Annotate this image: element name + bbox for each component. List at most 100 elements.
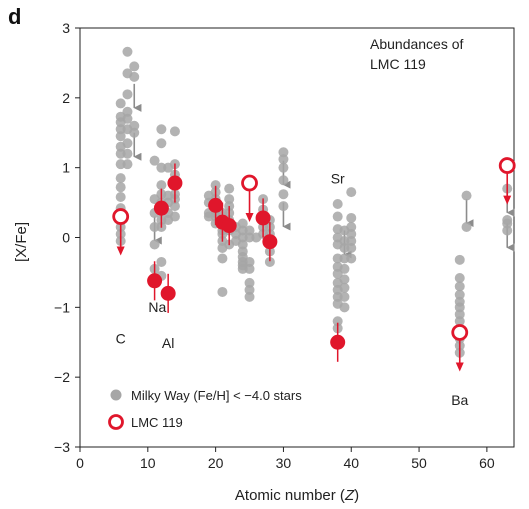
x-tick-label: 20 [208, 455, 224, 471]
lmc-119-upper-limit-arrowhead [116, 246, 125, 256]
milky-way-point [454, 254, 465, 265]
milky-way-point [339, 282, 350, 293]
x-tick-label: 10 [140, 455, 156, 471]
y-axis-title: [X/Fe] [13, 222, 30, 262]
milky-way-point [461, 190, 472, 201]
x-axis-title: Atomic number (Z) [235, 487, 359, 504]
milky-way-point [332, 198, 343, 209]
milky-way-point [129, 120, 140, 131]
milky-way-point [454, 316, 465, 327]
milky-way-point [278, 162, 289, 173]
lmc-119-point [330, 334, 346, 350]
lmc-119-point [208, 197, 224, 213]
lmc-119-upper-limit-arrowhead [455, 362, 464, 372]
milky-way-upper-limit-arrows [133, 83, 515, 259]
lmc-119-point [262, 234, 278, 250]
plot-border [79, 27, 515, 448]
milky-way-point [237, 218, 248, 229]
milky-way-point [149, 155, 160, 166]
milky-way-point [156, 138, 167, 149]
milky-way-point [278, 189, 289, 200]
element-label-c: C [116, 331, 126, 347]
lmc-119-series [112, 157, 516, 372]
milky-way-point [169, 126, 180, 137]
lmc-119-upper-limit-point [112, 208, 130, 225]
x-tick-label: 40 [343, 455, 359, 471]
legend: Milky Way (Fe/H] < −4.0 stars LMC 119 [108, 388, 302, 430]
legend-milky-way-marker [110, 389, 122, 401]
chart-title-line-1: Abundances of [370, 36, 464, 52]
milky-way-point [502, 218, 513, 229]
milky-way-point [278, 201, 289, 212]
milky-way-point [332, 211, 343, 222]
panel-label: d [8, 4, 21, 29]
lmc-119-point [221, 218, 237, 234]
milky-way-point [122, 46, 133, 57]
milky-way-point [454, 302, 465, 313]
y-tick-label: 1 [62, 160, 70, 176]
milky-way-point [156, 256, 167, 267]
lmc-119-upper-limit-point [241, 174, 258, 192]
milky-way-point [346, 242, 357, 253]
x-axis-title-prefix: Atomic number ( [235, 487, 345, 504]
milky-way-point [264, 256, 275, 267]
milky-way-point [339, 274, 350, 285]
element-label-ba: Ba [451, 392, 468, 408]
milky-way-point [217, 286, 228, 297]
chart-title-line-2: LMC 119 [370, 56, 426, 72]
milky-way-point [461, 222, 472, 233]
milky-way-point [149, 239, 160, 250]
y-axis-ticks: −3 −2 −1 0 1 2 3 [54, 20, 80, 455]
milky-way-point [278, 154, 289, 165]
milky-way-point [122, 89, 133, 100]
milky-way-point [339, 263, 350, 274]
milky-way-point [210, 180, 221, 191]
milky-way-point [122, 159, 133, 170]
milky-way-point [346, 212, 357, 223]
plot-frame [79, 27, 515, 448]
milky-way-point [339, 291, 350, 302]
milky-way-point [115, 173, 126, 184]
milky-way-point [169, 211, 180, 222]
milky-way-point [278, 175, 289, 186]
milky-way-point [244, 284, 255, 295]
x-tick-label: 0 [76, 455, 84, 471]
lmc-119-point [153, 200, 169, 216]
milky-way-point [278, 147, 289, 158]
lmc-119-upper-limit-arrowhead [245, 213, 254, 223]
milky-way-point [454, 281, 465, 292]
milky-way-point [244, 256, 255, 267]
milky-way-point [244, 291, 255, 302]
x-axis-title-suffix: ) [354, 487, 359, 504]
element-label-sr: Sr [331, 171, 345, 187]
y-tick-label: 2 [62, 90, 70, 106]
milky-way-point [129, 127, 140, 138]
x-axis-ticks: 0 10 20 30 40 50 60 [76, 447, 495, 471]
x-tick-label: 50 [411, 455, 427, 471]
lmc-119-point [147, 273, 163, 289]
milky-way-point [244, 263, 255, 274]
milky-way-point [129, 61, 140, 72]
milky-way-point [122, 138, 133, 149]
lmc-119-point [160, 285, 176, 301]
chart-title: Abundances of LMC 119 [370, 36, 464, 72]
milky-way-point [217, 253, 228, 264]
milky-way-point [502, 225, 513, 236]
lmc-119-point [255, 210, 271, 226]
milky-way-point [122, 148, 133, 159]
milky-way-point [346, 253, 357, 264]
milky-way-point [122, 106, 133, 117]
milky-way-point [224, 194, 235, 205]
lmc-119-upper-limit-point [451, 324, 469, 341]
milky-way-point [115, 98, 126, 109]
milky-way-point [244, 225, 255, 236]
legend-lmc-119-label: LMC 119 [131, 415, 183, 430]
milky-way-point [156, 124, 167, 135]
legend-milky-way-label: Milky Way (Fe/H] < −4.0 stars [131, 388, 302, 403]
milky-way-point [454, 309, 465, 320]
milky-way-point [346, 187, 357, 198]
y-tick-label: −3 [54, 439, 70, 455]
x-tick-label: 30 [276, 455, 292, 471]
milky-way-point [454, 289, 465, 300]
